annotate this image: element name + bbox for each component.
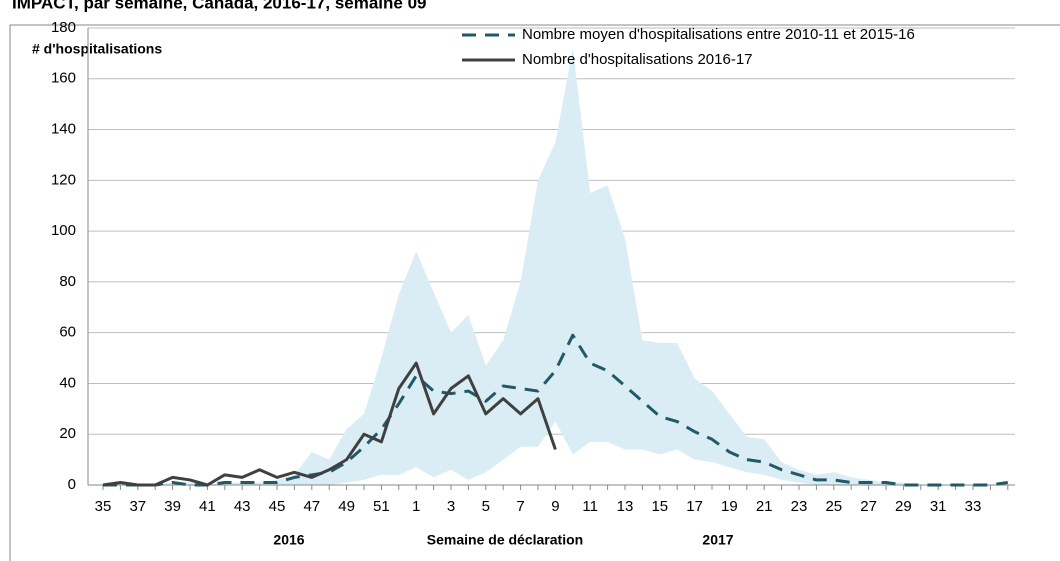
year-label: 2017 (702, 532, 733, 548)
chart-title: IMPACT, par semaine, Canada, 2016-17, se… (12, 0, 427, 12)
x-tick-label: 9 (551, 498, 559, 515)
x-tick-label: 7 (516, 498, 524, 515)
x-tick-label: 37 (129, 498, 146, 515)
x-tick-label: 51 (373, 498, 390, 515)
y-tick-label: 120 (51, 171, 76, 188)
series-line (103, 333, 1009, 487)
y-tick-label: 40 (59, 374, 76, 391)
legend-label: Nombre d'hospitalisations 2016-17 (522, 51, 753, 68)
x-axis-title: Semaine de déclaration (427, 532, 583, 548)
x-tick-label: 23 (791, 498, 808, 515)
x-tick-label: 27 (860, 498, 877, 515)
y-tick-label: 160 (51, 70, 76, 87)
x-tick-label: 35 (95, 498, 112, 515)
y-tick-label: 140 (51, 121, 76, 138)
y-tick-label: 0 (68, 476, 76, 493)
x-tick-label: 39 (164, 498, 181, 515)
x-tick-label: 47 (303, 498, 320, 515)
range-band (103, 48, 1008, 486)
x-tick-label: 3 (447, 498, 455, 515)
x-tick-label: 29 (895, 498, 912, 515)
x-tick-label: 1 (412, 498, 420, 515)
x-tick-label: 49 (338, 498, 355, 515)
x-tick-label: 21 (756, 498, 773, 515)
y-tick-label: 20 (59, 425, 76, 442)
x-tick-label: 15 (651, 498, 668, 515)
x-tick-label: 33 (965, 498, 982, 515)
y-tick-label: 180 (51, 19, 76, 36)
x-tick-label: 19 (721, 498, 738, 515)
y-tick-label: 80 (59, 273, 76, 290)
x-tick-label: 25 (825, 498, 842, 515)
x-tick-label: 17 (686, 498, 703, 515)
y-tick-label: 60 (59, 324, 76, 341)
x-tick-label: 45 (269, 498, 286, 515)
x-tick-label: 5 (482, 498, 490, 515)
x-tick-label: 13 (617, 498, 634, 515)
y-axis-title: # d'hospitalisations (32, 41, 162, 57)
y-tick-label: 100 (51, 222, 76, 239)
series-line (102, 361, 557, 487)
x-tick-label: 43 (234, 498, 251, 515)
x-tick-label: 11 (582, 498, 598, 515)
x-tick-label: 31 (930, 498, 947, 515)
x-tick-label: 41 (199, 498, 216, 515)
year-label: 2016 (273, 532, 304, 548)
legend-label: Nombre moyen d'hospitalisations entre 20… (522, 26, 915, 43)
